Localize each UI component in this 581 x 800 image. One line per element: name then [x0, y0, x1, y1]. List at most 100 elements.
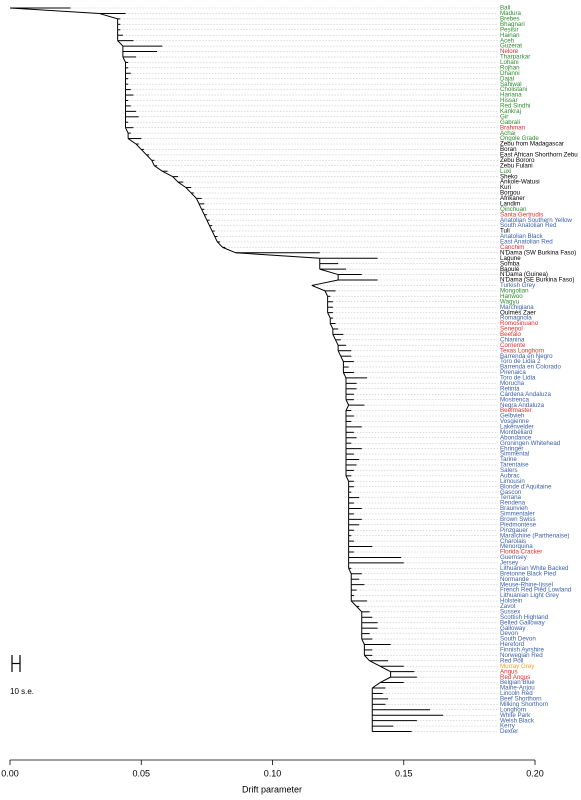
- leaf-label: Brown Swiss: [500, 516, 535, 523]
- leaf-label: Cárdena Andaluza: [500, 391, 551, 398]
- leaf-label: Beefmaster: [500, 407, 532, 414]
- leaf-label: Salers: [500, 467, 518, 474]
- leaf-label: Qinchuan: [500, 206, 527, 213]
- tree-trunk: [379, 676, 391, 684]
- leaf-label: Bhagnari: [500, 21, 525, 28]
- leaf-label: Zavot: [500, 603, 516, 610]
- leaf-label: Limousin: [500, 478, 525, 485]
- tree-trunk: [209, 225, 213, 232]
- leaf-label: Negra Andaluza: [500, 402, 545, 409]
- leaf-label: Barrenda en Negro: [500, 353, 553, 360]
- leaf-label: Abondance: [500, 434, 532, 441]
- tree-trunk: [140, 149, 147, 156]
- x-tick-label: 0.20: [526, 768, 544, 778]
- leaf-label: Hainan: [500, 32, 520, 39]
- leaf-label: Menorquina: [500, 543, 533, 550]
- leaf-label: White Park: [500, 712, 531, 719]
- leaf-label: Dhanni: [500, 70, 520, 77]
- leaf-label: Somba: [500, 260, 520, 267]
- leaf-label: Zebu Fulani: [500, 162, 533, 169]
- tree-trunk: [162, 170, 173, 178]
- tree-trunk: [154, 165, 163, 172]
- leaf-label: Dajal: [500, 75, 514, 82]
- tree-trunk: [125, 127, 129, 134]
- leaf-label: Gelbvieh: [500, 413, 525, 420]
- leaf-label: Blonde d'Aquitaine: [500, 483, 552, 490]
- tree-trunk: [9, 7, 100, 14]
- leaf-label: South Devon: [500, 636, 536, 643]
- leaf-label: Morucha: [500, 380, 525, 387]
- leaf-label: Maraîchine (Parthenaise): [500, 532, 569, 539]
- leaf-label: Terrana: [500, 494, 522, 501]
- leaf-label: Holstein: [500, 598, 523, 605]
- leaf-label: Hissar: [500, 97, 518, 104]
- tree-trunk: [327, 312, 331, 319]
- leaf-label: Zebu from Madagascar: [500, 141, 564, 148]
- leaf-label: Hariana: [500, 92, 522, 99]
- leaf-label: Zebu Bororo: [500, 157, 535, 164]
- leaf-label: South Anatolian Red: [500, 222, 557, 229]
- leaf-label: Boran: [500, 146, 517, 153]
- leaf-label: Sussex: [500, 608, 521, 615]
- leaf-label: Sheko: [500, 173, 518, 180]
- tree-trunk: [356, 606, 363, 613]
- tree-trunk: [177, 181, 187, 188]
- leaf-label: Groningen Whitehead: [500, 440, 561, 447]
- leaf-label: Lithuanian Light Grey: [500, 592, 560, 599]
- leaf-label: Gabrali: [500, 119, 520, 126]
- leaf-label: Ongole Grade: [500, 135, 539, 142]
- tree-trunk: [172, 176, 179, 183]
- leaf-label: Dexter: [500, 728, 518, 735]
- tree-trunk: [217, 241, 223, 248]
- leaf-label: Tarine: [500, 456, 517, 463]
- leaf-label: N'Dama (SE Burkina Faso): [500, 277, 574, 284]
- tree-trunk: [135, 143, 142, 150]
- leaf-label: Luxi: [500, 168, 511, 175]
- tree-trunk: [340, 355, 344, 362]
- leaf-label: Guzerat: [500, 43, 522, 50]
- tree-trunk: [350, 600, 357, 607]
- leaf-label: Wagyu: [500, 298, 520, 305]
- leaf-label: Guernsey: [500, 554, 528, 561]
- leaf-label: Senepol: [500, 326, 523, 333]
- leaf-label: Beefalo: [500, 331, 522, 338]
- leaf-label: Pirenaica: [500, 369, 526, 376]
- leaf-label: Welsh Black: [500, 717, 535, 724]
- x-axis-label: Drift parameter: [242, 784, 302, 794]
- leaf-label: Jersey: [500, 560, 519, 567]
- tree-trunk: [203, 214, 208, 221]
- tree-trunk: [361, 638, 365, 645]
- leaf-label: Chianina: [500, 336, 525, 343]
- leaf-label: Gir: [500, 113, 508, 120]
- leaf-label: Florida Cracker: [500, 549, 542, 556]
- tree-trunk: [117, 40, 124, 47]
- leaf-label: Texas Longhorn: [500, 347, 545, 354]
- leaf-label: Mostrenca: [500, 396, 529, 403]
- tree-trunk: [206, 219, 210, 226]
- tree-trunk: [345, 404, 350, 411]
- leaf-label: Kankraj: [500, 108, 521, 115]
- tree-trunk: [335, 339, 339, 346]
- leaf-label: Nelore: [500, 48, 519, 55]
- leaf-label: Montbéliard: [500, 429, 533, 436]
- leaf-label: Lincoln Red: [500, 690, 533, 697]
- tree-trunk: [342, 372, 347, 379]
- tree-trunk: [214, 236, 218, 243]
- tree-trunk: [364, 655, 370, 662]
- x-tick-label: 0.05: [132, 768, 150, 778]
- leaf-label: Rendena: [500, 500, 526, 507]
- tree-trunk: [99, 12, 118, 20]
- tree-trunk: [345, 399, 350, 406]
- leaf-label: Belgian Blue: [500, 679, 535, 686]
- leaf-label: Hanwoo: [500, 293, 523, 300]
- leaf-label: Romosinuano: [500, 320, 539, 327]
- leaf-label: Sahiwal: [500, 81, 522, 88]
- leaf-label: Meuse-Rhine-Ijssel: [500, 581, 553, 588]
- leaf-label: Longhorn: [500, 706, 527, 713]
- leaf-label: Belted Galloway: [500, 619, 546, 626]
- leaf-label: Baoulé: [500, 266, 520, 273]
- leaf-label: Simmental: [500, 451, 529, 458]
- leaf-label: Oulmès Zaer: [500, 309, 536, 316]
- leaf-label: Brebes: [500, 16, 520, 23]
